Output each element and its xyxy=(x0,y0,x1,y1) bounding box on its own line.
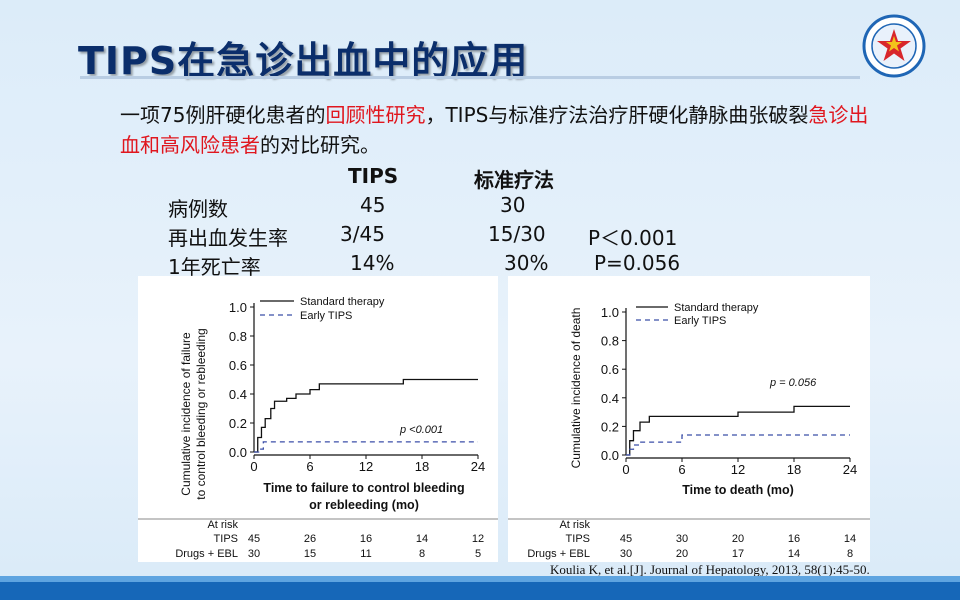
left-atrisk-row2-label: Drugs + EBL xyxy=(175,548,238,560)
right-ylabel: Cumulative incidence of death xyxy=(569,308,583,469)
cases-tips: 45 xyxy=(360,193,386,217)
slide-title: TIPS在急诊出血中的应用 xyxy=(78,39,529,83)
left-y-tick-label: 0.0 xyxy=(229,445,247,460)
right-atrisk-value: 45 xyxy=(620,533,632,545)
left-y-tick-label: 1.0 xyxy=(229,300,247,315)
left-y-tick-label: 0.8 xyxy=(229,329,247,344)
left-atrisk-value: 30 xyxy=(248,548,260,560)
left-legend-tips: Early TIPS xyxy=(300,310,352,322)
right-atrisk-row2-label: Drugs + EBL xyxy=(527,548,590,560)
row-label-mortality: 1年死亡率 xyxy=(168,255,261,279)
left-xlabel-1: Time to failure to control bleeding xyxy=(263,481,464,495)
right-legend-std: Standard therapy xyxy=(674,302,759,314)
right-legend-tips: Early TIPS xyxy=(674,315,726,327)
right-series-standard xyxy=(626,405,850,456)
highlight-retrospective: 回顾性研究 xyxy=(325,103,426,127)
row-label-cases: 病例数 xyxy=(168,197,228,221)
right-atrisk-value: 14 xyxy=(788,548,800,560)
right-x-tick-label: 6 xyxy=(678,462,685,477)
rebleed-std: 15/30 xyxy=(488,222,546,246)
right-atrisk-value: 17 xyxy=(732,548,744,560)
right-xlabel: Time to death (mo) xyxy=(682,483,794,497)
intro-text: 一项75例肝硬化患者的回顾性研究，TIPS与标准疗法治疗肝硬化静脉曲张破裂急诊出… xyxy=(120,103,869,157)
left-ylabel-2: to control bleeding or rebleeding xyxy=(194,328,208,499)
chart-left: 0.0 0.2 0.4 0.6 0.8 1.0 0 6 12 18 24 Cumulative in… xyxy=(138,296,498,560)
left-ylabel-1: Cumulative incidence of failure xyxy=(179,332,193,496)
right-x-tick-label: 0 xyxy=(622,462,629,477)
right-atrisk-value: 8 xyxy=(847,548,853,560)
right-y-tick-label: 0.2 xyxy=(601,419,619,434)
left-atrisk-value: 5 xyxy=(475,548,481,560)
right-atrisk-value: 30 xyxy=(676,533,688,545)
mortality-tips: 14% xyxy=(350,251,395,275)
left-x-tick-label: 0 xyxy=(250,459,257,474)
left-pvalue: p <0.001 xyxy=(399,424,443,436)
left-x-tick-label: 6 xyxy=(306,459,313,474)
right-x-tick-label: 24 xyxy=(843,462,857,477)
left-xlabel-2: or rebleeding (mo) xyxy=(309,498,419,512)
left-atrisk-value: 12 xyxy=(472,533,484,545)
chart-left-panel: 0.0 0.2 0.4 0.6 0.8 1.0 0 6 12 18 24 Cumulative in… xyxy=(138,276,498,562)
left-atrisk-value: 14 xyxy=(416,533,428,545)
highlight-emergency: 急诊出血和高风险患者 xyxy=(120,103,869,157)
left-series-tips xyxy=(254,441,478,453)
right-y-tick-label: 1.0 xyxy=(601,305,619,320)
right-atrisk-value: 20 xyxy=(676,548,688,560)
right-atrisk-value: 16 xyxy=(788,533,800,545)
cases-std: 30 xyxy=(500,193,526,217)
left-atrisk-value: 15 xyxy=(304,548,316,560)
right-atrisk-row1-label: TIPS xyxy=(566,533,590,545)
row-label-rebleed: 再出血发生率 xyxy=(168,226,288,250)
right-y-tick-label: 0.4 xyxy=(601,391,619,406)
right-y-tick-label: 0.6 xyxy=(601,362,619,377)
right-y-tick-label: 0.8 xyxy=(601,334,619,349)
bottom-accent xyxy=(0,576,960,582)
chart-right: 0.0 0.2 0.4 0.6 0.8 1.0 0 6 12 18 24 Cumulative in… xyxy=(508,302,870,560)
left-atrisk-value: 11 xyxy=(360,548,371,560)
mortality-p: P=0.056 xyxy=(594,251,681,275)
citation: Koulia K, et al.[J]. Journal of Hepatolo… xyxy=(550,562,870,577)
left-x-tick-label: 12 xyxy=(359,459,373,474)
right-atrisk-value: 20 xyxy=(732,533,744,545)
left-atrisk-value: 45 xyxy=(248,533,260,545)
left-atrisk-label: At risk xyxy=(207,519,238,531)
left-y-tick-label: 0.6 xyxy=(229,358,247,373)
left-legend-std: Standard therapy xyxy=(300,296,385,308)
right-x-tick-label: 12 xyxy=(731,462,745,477)
right-y-tick-label: 0.0 xyxy=(601,448,619,463)
right-x-tick-label: 18 xyxy=(787,462,801,477)
left-y-tick-label: 0.2 xyxy=(229,416,247,431)
left-y-tick-label: 0.4 xyxy=(229,387,247,402)
left-x-tick-label: 18 xyxy=(415,459,429,474)
right-atrisk-value: 30 xyxy=(620,548,632,560)
left-series-standard xyxy=(254,378,478,453)
right-atrisk-value: 14 xyxy=(844,533,856,545)
left-atrisk-value: 16 xyxy=(360,533,372,545)
left-atrisk-row1-label: TIPS xyxy=(214,533,238,545)
chart-right-panel: 0.0 0.2 0.4 0.6 0.8 1.0 0 6 12 18 24 Cumulative in… xyxy=(508,276,870,562)
left-atrisk-value: 8 xyxy=(419,548,425,560)
right-pvalue: p = 0.056 xyxy=(769,377,817,389)
rebleed-tips: 3/45 xyxy=(340,222,385,246)
title-rule xyxy=(80,76,860,79)
left-atrisk-value: 26 xyxy=(304,533,316,545)
bottom-bar xyxy=(0,582,960,600)
right-atrisk-label: At risk xyxy=(559,519,590,531)
right-series-tips xyxy=(626,434,850,456)
emblem-logo xyxy=(862,14,926,78)
mortality-std: 30% xyxy=(504,251,549,275)
rebleed-p: P＜0.001 xyxy=(588,226,678,250)
header-tips: TIPS xyxy=(348,164,399,188)
left-x-tick-label: 24 xyxy=(471,459,485,474)
header-standard: 标准疗法 xyxy=(474,168,554,192)
